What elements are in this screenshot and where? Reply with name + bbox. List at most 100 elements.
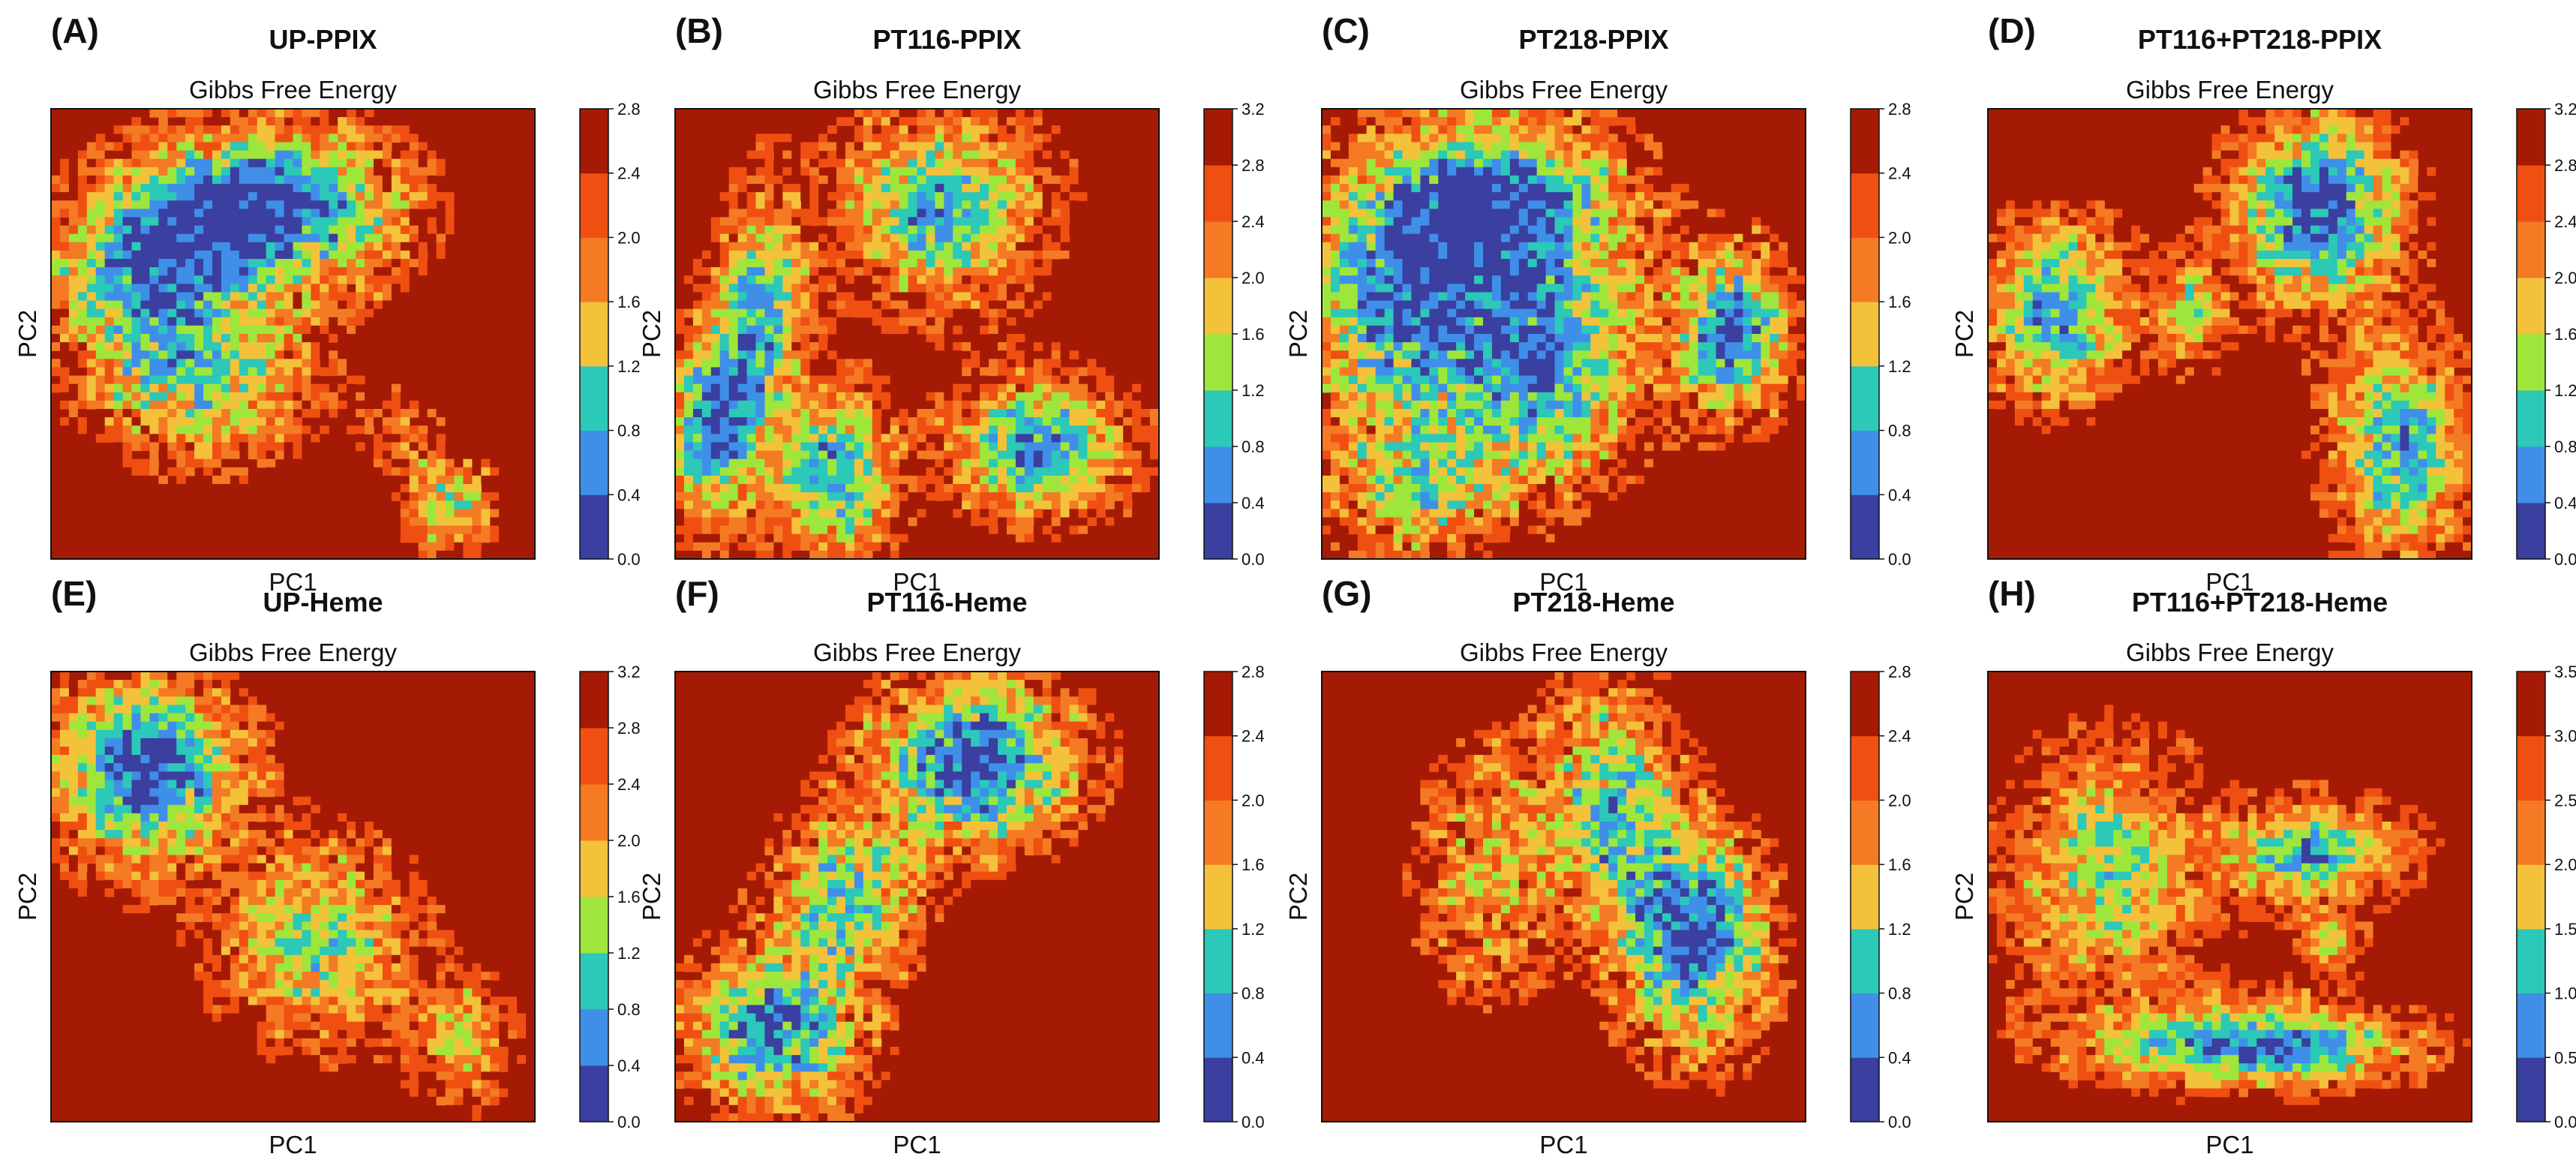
heatmap-cell [320, 217, 329, 227]
heatmap-cell [755, 492, 766, 501]
heatmap-cell [1141, 383, 1151, 393]
heatmap-cell [926, 434, 935, 443]
heatmap-cell [1033, 334, 1043, 343]
heatmap-cell [158, 225, 168, 235]
heatmap-cell [746, 242, 757, 251]
heatmap-cell [926, 492, 935, 501]
heatmap-cell [1033, 167, 1043, 176]
heatmap-cell [445, 275, 455, 284]
heatmap-cell [908, 375, 918, 385]
heatmap-cell [499, 225, 509, 235]
heatmap-cell [1114, 425, 1124, 434]
heatmap-cell [221, 158, 231, 168]
heatmap-cell [755, 284, 766, 293]
heatmap-cell [737, 500, 748, 509]
heatmap-cell [149, 458, 159, 468]
heatmap-cell [1105, 184, 1115, 193]
heatmap-cell [1051, 392, 1061, 401]
heatmap-cell [275, 275, 285, 284]
heatmap-cell [140, 125, 150, 134]
heatmap-cell [836, 284, 846, 293]
heatmap-cell [818, 400, 828, 410]
heatmap-cell [1006, 517, 1016, 527]
heatmap-cell [284, 217, 294, 227]
heatmap-cell [1069, 284, 1079, 293]
heatmap-cell [755, 109, 766, 118]
heatmap-cell [409, 308, 419, 318]
heatmap-cell [400, 367, 410, 377]
heatmap-cell [499, 517, 509, 527]
heatmap-cell [221, 292, 231, 302]
heatmap-cell [872, 200, 882, 209]
heatmap-cell [1105, 175, 1115, 185]
heatmap-cell [490, 167, 500, 176]
heatmap-cell [221, 492, 231, 501]
heatmap-cell [445, 533, 455, 543]
heatmap-cell [472, 517, 482, 527]
heatmap-cell [917, 175, 927, 185]
heatmap-cell [176, 442, 186, 452]
heatmap-cell [311, 217, 320, 227]
heatmap-cell [872, 142, 882, 152]
heatmap-cell [863, 342, 873, 351]
heatmap-cell [890, 308, 900, 318]
heatmap-cell [962, 425, 971, 434]
heatmap-cell [472, 134, 482, 143]
heatmap-cell [454, 275, 464, 284]
heatmap-cell [176, 367, 186, 377]
heatmap-cell [773, 392, 783, 401]
heatmap-cell [710, 250, 721, 260]
heatmap-cell [427, 117, 437, 126]
heatmap-cell [472, 242, 482, 251]
heatmap-cell [59, 275, 70, 284]
heatmap-cell [481, 150, 491, 160]
heatmap-cell [185, 150, 195, 160]
heatmap-cell [755, 517, 766, 527]
heatmap-cell [800, 359, 810, 368]
heatmap-cell [140, 259, 150, 268]
heatmap-cell [971, 317, 980, 326]
heatmap-cell [1123, 409, 1133, 418]
heatmap-cell [989, 442, 998, 452]
heatmap-cell [445, 284, 455, 293]
heatmap-cell [908, 134, 918, 143]
heatmap-cell [347, 233, 356, 243]
heatmap-cell [1132, 425, 1142, 434]
heatmap-cell [683, 509, 694, 518]
heatmap-cell [391, 275, 401, 284]
heatmap-cell [1042, 284, 1052, 293]
heatmap-cell [400, 259, 410, 268]
heatmap-cell [746, 284, 757, 293]
heatmap-cell [239, 209, 249, 218]
heatmap-cell [710, 325, 721, 335]
heatmap-cell [962, 259, 971, 268]
heatmap-cell [113, 342, 124, 351]
heatmap-cell [1024, 359, 1034, 368]
heatmap-cell [1078, 242, 1088, 251]
heatmap-cell [845, 109, 855, 118]
heatmap-cell [683, 342, 694, 351]
heatmap-cell [1006, 442, 1016, 452]
heatmap-cell [1087, 350, 1097, 359]
heatmap-cell [230, 217, 240, 227]
heatmap-cell [167, 409, 177, 418]
heatmap-cell [293, 308, 303, 318]
heatmap-cell [86, 458, 97, 468]
heatmap-cell [836, 325, 846, 335]
heatmap-cell [427, 225, 437, 235]
heatmap-cell [221, 484, 231, 493]
heatmap-cell [881, 267, 891, 276]
heatmap-cell [311, 383, 320, 393]
heatmap-cell [347, 425, 356, 434]
heatmap-cell [400, 450, 410, 460]
heatmap-cell [68, 325, 79, 335]
heatmap-cell [728, 225, 739, 235]
heatmap-cell [158, 434, 168, 443]
heatmap-cell [499, 492, 509, 501]
heatmap-cell [382, 542, 392, 551]
heatmap-cell [230, 200, 240, 209]
heatmap-cell [935, 458, 944, 468]
heatmap-cell [472, 192, 482, 201]
heatmap-cell [257, 484, 267, 493]
heatmap-cell [872, 259, 882, 268]
